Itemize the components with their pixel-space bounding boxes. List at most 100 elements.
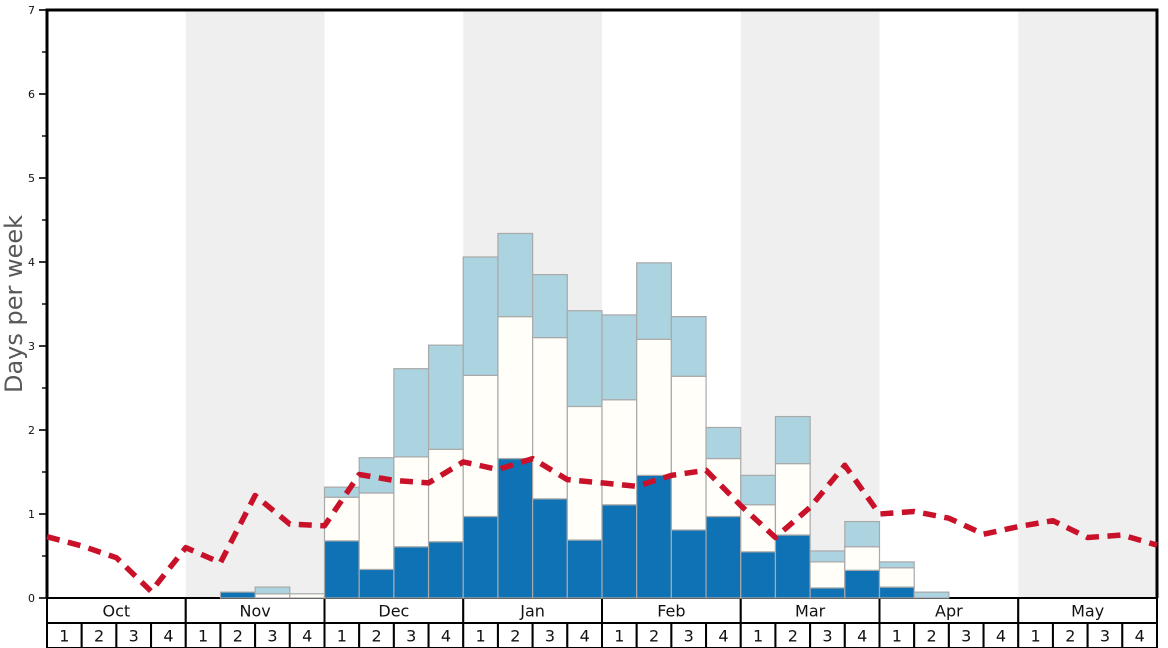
week-label: 2 — [926, 627, 936, 646]
week-cell — [392, 622, 430, 648]
week-cell — [150, 622, 187, 648]
week-label: 3 — [545, 627, 555, 646]
week-label: 2 — [371, 627, 381, 646]
week-cell — [219, 622, 257, 648]
bar-segment-light-blue — [740, 474, 777, 506]
bar-segment-dark-blue — [705, 515, 742, 599]
bar-segment-dark-blue — [358, 568, 395, 599]
week-label: 4 — [441, 627, 451, 646]
frame-layer — [45, 8, 1159, 598]
y-tick-label: 2 — [28, 424, 35, 437]
bar-segment-dark-blue — [844, 569, 881, 599]
week-label: 3 — [1100, 627, 1110, 646]
bar-segment-dark-blue — [809, 587, 846, 599]
bar-segment-light-blue — [878, 561, 915, 569]
week-label: 1 — [1031, 627, 1041, 646]
week-cell — [947, 622, 985, 648]
shaded-band-nov — [185, 11, 325, 598]
week-label: 2 — [510, 627, 520, 646]
bar-segment-dark-blue — [532, 498, 568, 599]
week-label: 1 — [337, 627, 347, 646]
bar-segment-dark-blue — [774, 534, 811, 599]
week-label: 3 — [822, 627, 832, 646]
week-label: 4 — [302, 627, 312, 646]
bar-segment-light-blue — [636, 262, 672, 340]
bar-segment-white — [705, 457, 742, 518]
week-cell — [1086, 622, 1124, 648]
bar-segment-dark-blue — [462, 515, 499, 599]
bar-segment-dark-blue — [670, 529, 707, 599]
bar-segment-white — [566, 405, 603, 541]
bar-segment-light-blue — [323, 486, 360, 498]
bar-segment-white — [254, 593, 291, 599]
week-cell — [1121, 622, 1158, 648]
bar-segment-light-blue — [393, 368, 430, 458]
bar-segment-dark-blue — [740, 551, 777, 599]
week-label: 4 — [580, 627, 590, 646]
bar-segment-white — [740, 504, 777, 553]
week-label: 3 — [129, 627, 139, 646]
month-label-nov: Nov — [240, 602, 271, 621]
week-cell — [670, 622, 708, 648]
month-label-dec: Dec — [378, 602, 409, 621]
month-label-apr: Apr — [935, 602, 963, 621]
bar-segment-dark-blue — [323, 540, 360, 599]
bar-segment-dark-blue — [601, 504, 638, 599]
week-cell — [1051, 622, 1089, 648]
y-tick-label: 7 — [28, 4, 35, 17]
week-label: 1 — [614, 627, 624, 646]
bar-segment-white — [462, 374, 499, 518]
bar-segment-dark-blue — [878, 586, 915, 599]
bar-segment-dark-blue — [566, 539, 603, 599]
week-label: 1 — [198, 627, 208, 646]
week-label: 4 — [996, 627, 1006, 646]
week-label: 2 — [233, 627, 243, 646]
bar-segment-dark-blue — [427, 541, 464, 599]
bar-segment-white — [601, 399, 638, 506]
month-label-feb: Feb — [657, 602, 685, 621]
bar-segment-white — [636, 338, 672, 476]
week-cell — [635, 622, 673, 648]
week-label: 1 — [476, 627, 486, 646]
week-label: 2 — [788, 627, 798, 646]
bar-segment-white — [289, 593, 326, 599]
week-cell — [496, 622, 534, 648]
week-label: 3 — [406, 627, 416, 646]
bar-segment-light-blue — [532, 274, 568, 339]
week-label: 3 — [961, 627, 971, 646]
shaded-band-may — [1018, 11, 1157, 598]
week-label: 2 — [649, 627, 659, 646]
week-label: 4 — [163, 627, 173, 646]
bar-segment-light-blue — [566, 310, 603, 408]
y-tick-label: 1 — [28, 508, 35, 521]
y-tick-label: 6 — [28, 88, 35, 101]
bar-segment-light-blue — [670, 316, 707, 377]
week-label: 2 — [1065, 627, 1075, 646]
month-label-oct: Oct — [103, 602, 131, 621]
bar-segment-light-blue — [913, 591, 950, 599]
week-label: 4 — [857, 627, 867, 646]
bar-segment-light-blue — [497, 232, 534, 318]
bar-segment-white — [497, 316, 534, 460]
bar-segment-dark-blue — [219, 591, 256, 599]
bar-segment-light-blue — [462, 256, 499, 376]
month-label-jan: Jan — [519, 602, 545, 621]
y-tick-label: 4 — [28, 256, 35, 269]
week-label: 1 — [59, 627, 69, 646]
bar-segment-light-blue — [601, 314, 638, 401]
month-label-mar: Mar — [795, 602, 826, 621]
week-cell — [705, 622, 742, 648]
week-label: 2 — [94, 627, 104, 646]
week-label: 3 — [684, 627, 694, 646]
week-cell — [774, 622, 812, 648]
bar-segment-dark-blue — [497, 457, 534, 599]
axis-table-layer: Oct 1 2 3 4 Nov 1 2 3 4 Dec 1 2 3 4 Jan 1 2 3 4 Feb 1 2 3 4 Mar 1 2… — [46, 597, 1158, 648]
y-axis-title: Days per week — [0, 215, 28, 393]
y-tick-label: 0 — [28, 592, 35, 605]
y-tick-label: 3 — [28, 340, 35, 353]
month-label-may: May — [1071, 602, 1104, 621]
bar-segment-dark-blue — [636, 474, 672, 599]
bar-segment-white — [393, 456, 430, 548]
